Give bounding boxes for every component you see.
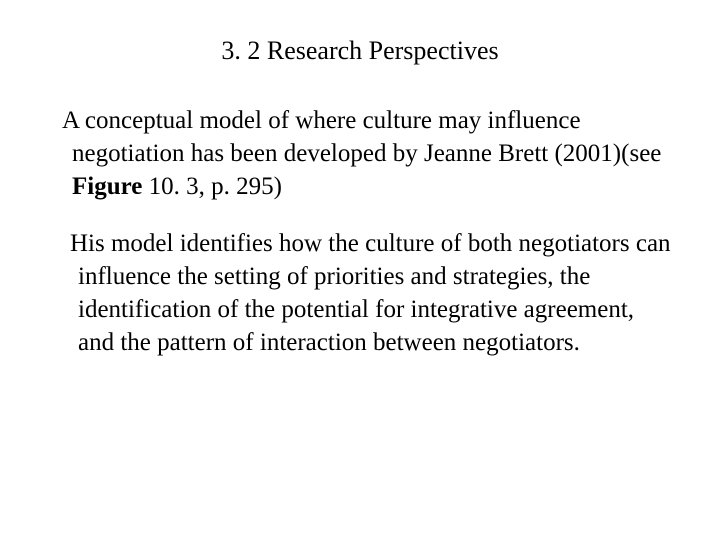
p1-text-a: A conceptual model of where culture may … xyxy=(62,107,661,167)
p1-text-c: 10. 3, p. 295) xyxy=(142,173,282,200)
p1-figure-word: Figure xyxy=(72,173,142,200)
slide: 3. 2 Research Perspectives A conceptual … xyxy=(0,0,720,540)
section-title: 3. 2 Research Perspectives xyxy=(48,36,672,66)
paragraph-1: A conceptual model of where culture may … xyxy=(72,104,672,203)
paragraph-2: His model identifies how the culture of … xyxy=(78,227,672,359)
